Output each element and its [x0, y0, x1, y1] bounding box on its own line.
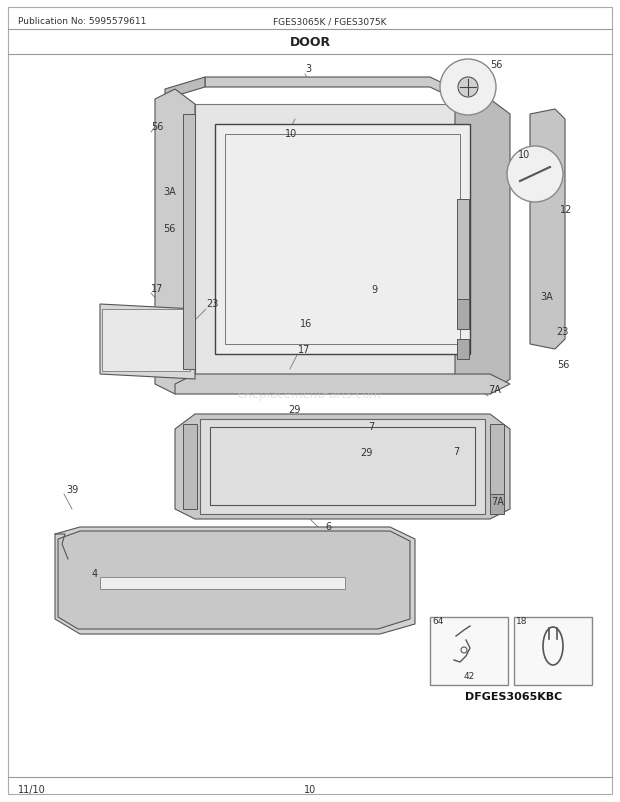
Circle shape [440, 60, 496, 115]
Text: 7A: 7A [488, 384, 501, 395]
Text: 7A: 7A [491, 496, 504, 506]
Text: 17: 17 [298, 345, 311, 354]
Bar [215, 125, 470, 354]
Text: 7: 7 [368, 422, 374, 431]
Bar [457, 200, 469, 300]
Text: 42: 42 [464, 671, 476, 680]
Text: 9: 9 [371, 285, 377, 294]
Text: 6: 6 [325, 521, 331, 532]
Text: 10: 10 [304, 784, 316, 794]
Text: 3: 3 [305, 64, 311, 74]
Text: 29: 29 [360, 448, 373, 457]
Text: Publication No: 5995579611: Publication No: 5995579611 [18, 18, 146, 26]
Bar [200, 419, 485, 514]
Polygon shape [58, 532, 410, 630]
Text: eReplacementParts.com: eReplacementParts.com [238, 388, 382, 401]
Text: 23: 23 [556, 326, 569, 337]
Bar [210, 427, 475, 505]
Bar [490, 424, 504, 509]
Polygon shape [205, 78, 455, 100]
Text: DFGES3065KBC: DFGES3065KBC [466, 691, 562, 701]
Text: 29: 29 [288, 404, 300, 415]
Text: 64: 64 [432, 616, 443, 626]
Text: 56: 56 [163, 224, 175, 233]
Text: 56: 56 [151, 122, 164, 132]
Polygon shape [55, 528, 415, 634]
Bar [225, 135, 460, 345]
Bar [183, 115, 195, 370]
Bar [490, 494, 504, 514]
Text: 3A: 3A [163, 187, 175, 196]
Text: 3A: 3A [540, 292, 553, 302]
Text: FGES3065K / FGES3075K: FGES3065K / FGES3075K [273, 18, 387, 26]
Bar [100, 577, 345, 589]
Text: 17: 17 [151, 284, 164, 294]
Text: 11/10: 11/10 [18, 784, 46, 794]
Text: 7: 7 [453, 447, 459, 456]
Polygon shape [175, 415, 510, 520]
Text: 4: 4 [92, 569, 98, 578]
Text: 39: 39 [66, 484, 78, 494]
Bar [183, 424, 197, 509]
Text: 12: 12 [560, 205, 572, 215]
Polygon shape [155, 90, 195, 395]
Text: 18: 18 [516, 616, 528, 626]
Polygon shape [175, 375, 510, 395]
FancyBboxPatch shape [430, 618, 508, 685]
FancyBboxPatch shape [514, 618, 592, 685]
Polygon shape [100, 305, 195, 379]
Text: 23: 23 [206, 298, 218, 309]
Polygon shape [530, 110, 565, 350]
Text: 10: 10 [285, 129, 297, 139]
Polygon shape [455, 100, 510, 395]
Text: 16: 16 [300, 318, 312, 329]
Circle shape [507, 147, 563, 203]
Text: 10: 10 [518, 150, 530, 160]
Text: DOOR: DOOR [290, 36, 330, 50]
Text: 56: 56 [557, 359, 569, 370]
Text: 56: 56 [490, 60, 502, 70]
Polygon shape [165, 78, 205, 100]
Bar [457, 300, 469, 330]
Circle shape [458, 78, 478, 98]
Bar [102, 310, 190, 371]
Bar [457, 339, 469, 359]
Bar [195, 105, 490, 375]
